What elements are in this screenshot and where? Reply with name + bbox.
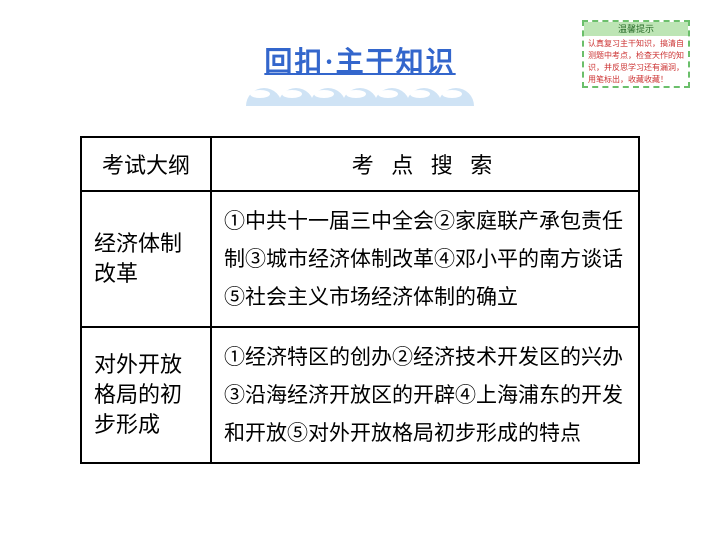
wave-icon: [406, 88, 442, 106]
wave-icon: [246, 88, 282, 106]
page-title: 回扣·主干知识: [264, 40, 455, 80]
header-cell-left: 考试大纲: [81, 137, 211, 191]
wave-decoration: [0, 88, 720, 106]
row1-left: 经济体制改革: [81, 191, 211, 327]
table-row: 对外开放格局的初步形成 ①经济特区的创办②经济技术开发区的兴办③沿海经济开放区的…: [81, 327, 639, 463]
wave-icon: [438, 88, 474, 106]
row2-left: 对外开放格局的初步形成: [81, 327, 211, 463]
wave-icon: [374, 88, 410, 106]
wave-icon: [278, 88, 314, 106]
table-row: 经济体制改革 ①中共十一届三中全会②家庭联产承包责任制③城市经济体制改革④邓小平…: [81, 191, 639, 327]
wave-icon: [342, 88, 378, 106]
content-table: 考试大纲 考 点 搜 索 经济体制改革 ①中共十一届三中全会②家庭联产承包责任制…: [80, 136, 640, 464]
table-header-row: 考试大纲 考 点 搜 索: [81, 137, 639, 191]
tip-header: 温馨提示: [584, 22, 688, 36]
header-cell-right: 考 点 搜 索: [211, 137, 639, 191]
tip-body: 认真复习主干知识，搞清自测题中考点，检查天作的知识，并反思学习还有漏洞，用笔标出…: [588, 38, 684, 86]
row1-right: ①中共十一届三中全会②家庭联产承包责任制③城市经济体制改革④邓小平的南方谈话⑤社…: [211, 191, 639, 327]
wave-icon: [310, 88, 346, 106]
row2-right: ①经济特区的创办②经济技术开发区的兴办③沿海经济开放区的开辟④上海浦东的开发和开…: [211, 327, 639, 463]
tip-box: 温馨提示 认真复习主干知识，搞清自测题中考点，检查天作的知识，并反思学习还有漏洞…: [582, 20, 690, 88]
